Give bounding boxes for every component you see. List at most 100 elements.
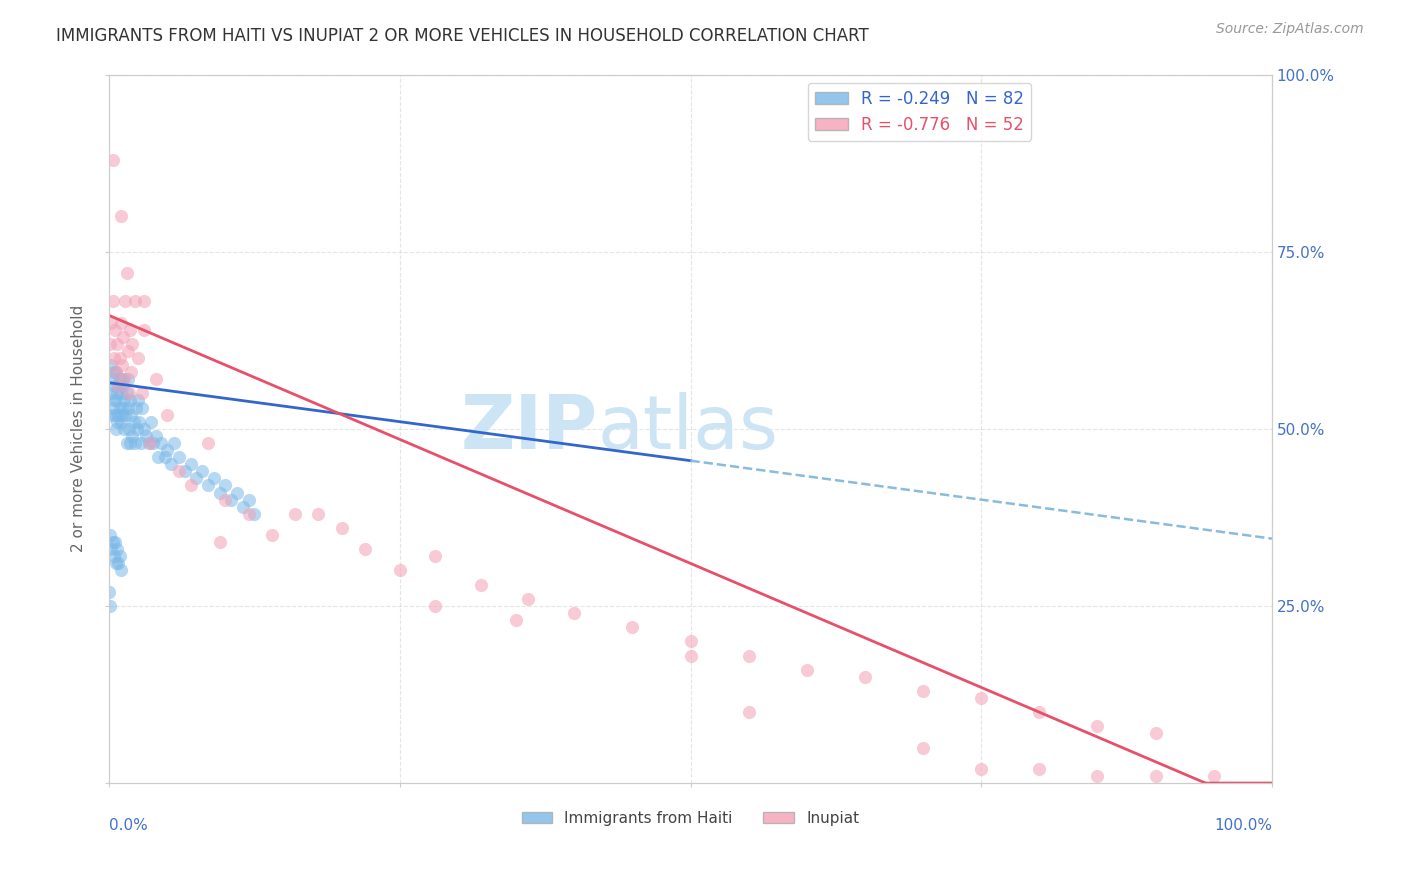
Point [105,365,128,379]
Point [150,436,173,450]
Point [127,393,149,408]
Point [105,557,128,571]
Point [1028,762,1050,776]
Point [146,450,169,464]
Point [101,153,124,167]
Point [112,372,135,386]
Point [122,415,145,429]
Point [238,492,260,507]
Point [98,408,121,422]
Point [98,584,121,599]
Point [226,485,249,500]
Point [107,408,129,422]
Point [423,549,446,564]
Point [118,386,141,401]
Point [562,606,585,620]
Point [105,415,128,429]
Point [796,663,818,677]
Point [104,322,127,336]
Point [167,464,190,478]
Point [120,322,142,336]
Point [105,386,128,401]
Point [111,379,134,393]
Point [186,471,208,485]
Point [101,294,124,309]
Point [131,401,153,415]
Point [284,507,307,521]
Point [354,542,377,557]
Point [111,358,134,372]
Point [260,528,283,542]
Point [132,294,155,309]
Point [1144,769,1167,783]
Point [970,691,993,706]
Point [505,613,527,627]
Point [238,507,260,521]
Point [163,436,186,450]
Point [330,521,353,535]
Point [156,443,179,458]
Point [127,351,149,365]
Point [112,401,135,415]
Point [101,535,124,549]
Point [219,492,242,507]
Point [98,336,121,351]
Point [191,464,214,478]
Point [1087,719,1109,733]
Point [101,401,124,415]
Point [111,408,134,422]
Point [132,422,155,436]
Point [516,591,538,606]
Point [108,549,131,564]
Point [115,266,138,280]
Point [98,528,121,542]
Point [139,436,162,450]
Point [202,471,225,485]
Point [121,429,143,443]
Point [105,365,128,379]
Point [117,343,139,358]
Point [121,336,143,351]
Legend: Immigrants from Haiti, Inupiat: Immigrants from Haiti, Inupiat [516,805,866,832]
Point [104,379,127,393]
Point [124,436,146,450]
Point [423,599,446,613]
Point [232,500,254,514]
Point [103,393,125,408]
Point [110,316,132,330]
Point [103,351,125,365]
Point [112,393,135,408]
Point [156,408,179,422]
Point [912,684,935,698]
Point [115,386,138,401]
Point [110,415,132,429]
Point [197,478,219,492]
Point [153,450,176,464]
Point [107,557,129,571]
Point [104,535,127,549]
Point [853,670,876,684]
Text: IMMIGRANTS FROM HAITI VS INUPIAT 2 OR MORE VEHICLES IN HOUSEHOLD CORRELATION CHA: IMMIGRANTS FROM HAITI VS INUPIAT 2 OR MO… [56,27,869,45]
Point [110,564,132,578]
Point [470,577,492,591]
Point [208,535,231,549]
Point [120,408,142,422]
Point [1087,769,1109,783]
Point [388,564,411,578]
Point [112,372,135,386]
Point [1202,769,1225,783]
Point [197,436,219,450]
Point [243,507,266,521]
Point [103,365,125,379]
Point [108,351,131,365]
Point [105,422,128,436]
Point [139,415,162,429]
Point [1028,705,1050,719]
Point [105,336,128,351]
Point [115,436,138,450]
Text: ZIP: ZIP [460,392,598,466]
Point [117,401,139,415]
Point [138,436,160,450]
Point [737,705,759,719]
Point [128,415,150,429]
